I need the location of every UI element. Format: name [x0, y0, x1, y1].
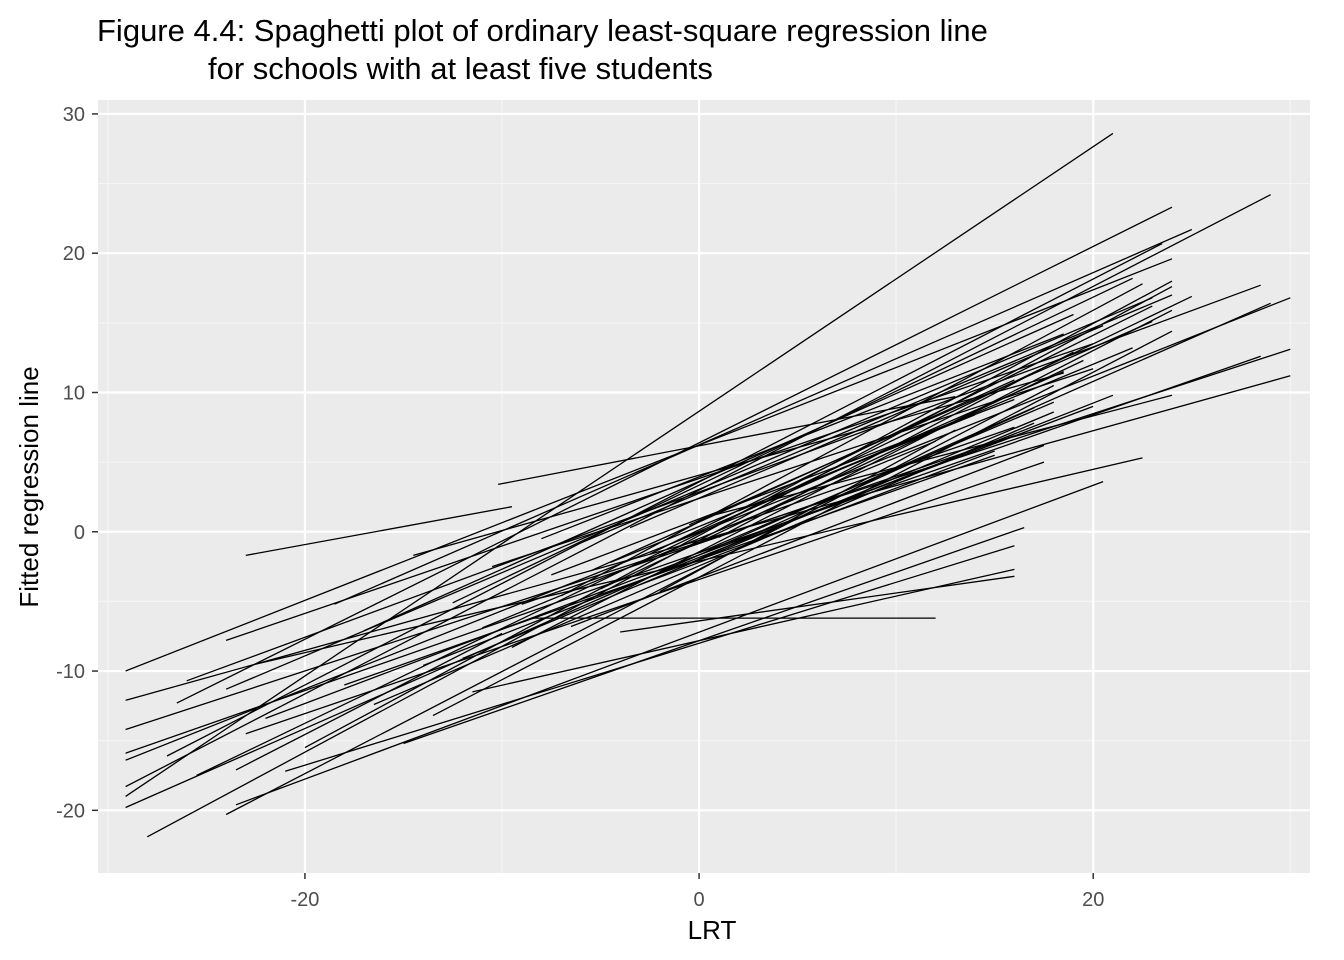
regression-line [146, 286, 1173, 838]
regression-line [403, 526, 1025, 745]
regression-line [698, 401, 1055, 554]
regression-line [334, 228, 1193, 605]
regression-line [482, 440, 936, 629]
chart-title-line-2: for schools with at least five students [208, 51, 713, 86]
chart-title-line-1: Figure 4.4: Spaghetti plot of ordinary l… [97, 13, 988, 48]
regression-line [255, 457, 1143, 665]
y-axis-ticks: -20 -10 0 10 20 30 [56, 104, 98, 822]
y-axis-title: Fitted regression line [14, 366, 44, 607]
regression-line [363, 313, 1074, 632]
x-axis-title: LRT [688, 915, 737, 945]
regression-line [462, 411, 1055, 660]
regression-line [235, 480, 1104, 806]
regression-line [580, 294, 1173, 544]
regression-line [125, 348, 1291, 731]
y-tick-label: 0 [74, 522, 85, 544]
grid-lines [98, 100, 1310, 873]
y-tick-label: 20 [63, 243, 85, 265]
regression-line [521, 435, 1015, 605]
regression-line [245, 506, 513, 557]
x-tick-label: 20 [1082, 889, 1104, 911]
regression-line [235, 632, 503, 771]
regression-line [125, 258, 1173, 672]
regression-line [679, 407, 1035, 569]
x-tick-label: 0 [694, 889, 705, 911]
y-tick-label: -20 [56, 800, 85, 822]
x-axis-ticks: -20 0 20 [290, 873, 1104, 911]
regression-line [570, 444, 1045, 628]
regression-line [472, 568, 1015, 693]
y-tick-label: 10 [63, 382, 85, 404]
plot-panel [98, 100, 1310, 873]
y-tick-label: 30 [63, 104, 85, 126]
regression-line [639, 450, 995, 586]
regression-lines [125, 132, 1291, 838]
regression-line [497, 396, 956, 486]
regression-line [708, 394, 1173, 518]
regression-line [620, 575, 1015, 633]
regression-line [125, 132, 1114, 797]
x-tick-label: -20 [290, 889, 319, 911]
regression-line [649, 305, 1153, 555]
regression-line [344, 454, 995, 686]
regression-line [511, 309, 1173, 648]
regression-line [738, 347, 1133, 512]
y-tick-label: -10 [56, 661, 85, 683]
regression-line [373, 422, 1035, 706]
regression-line [629, 325, 1104, 529]
regression-line [541, 333, 1064, 540]
regression-line [125, 194, 1271, 788]
regression-line [659, 429, 956, 593]
regression-line [718, 351, 1074, 538]
regression-line [166, 242, 1163, 757]
regression-line [688, 320, 1153, 526]
regression-line [728, 426, 1015, 527]
